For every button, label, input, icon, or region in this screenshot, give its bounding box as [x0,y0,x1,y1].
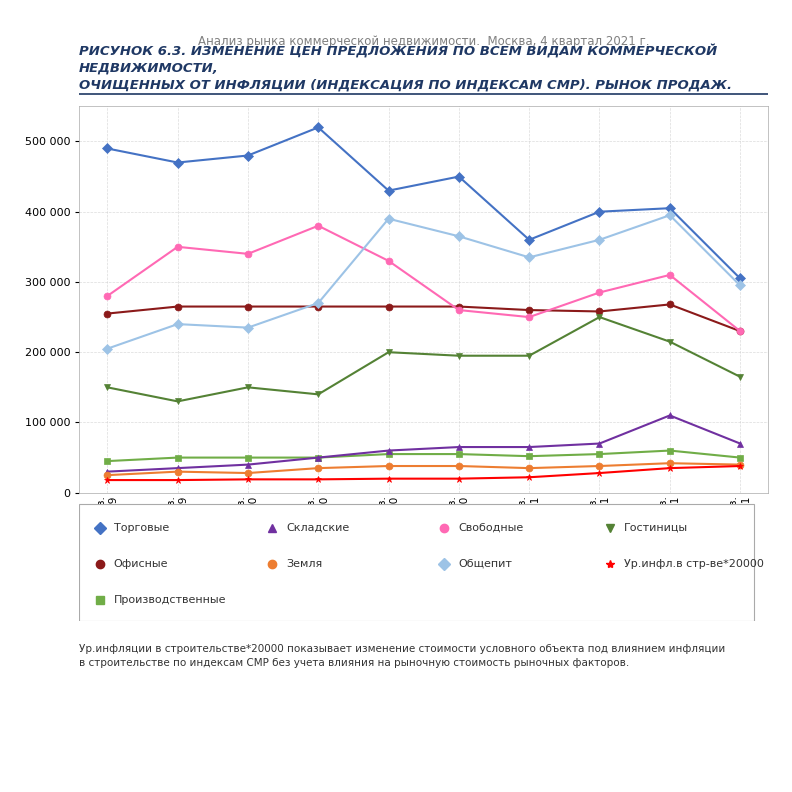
Text: Анализ рынка коммерческой недвижимости.  Москва, 4 квартал 2021 г.: Анализ рынка коммерческой недвижимости. … [198,35,649,48]
Text: Торговые: Торговые [114,523,169,533]
Text: Ур.инфл.в стр-ве*20000: Ур.инфл.в стр-ве*20000 [623,559,763,569]
Text: Офисные: Офисные [114,559,168,569]
Text: Складские: Складские [286,523,349,533]
Text: РИСУНОК 6.3. ИЗМЕНЕНИЕ ЦЕН ПРЕДЛОЖЕНИЯ ПО ВСЕМ ВИДАМ КОММЕРЧЕСКОЙ НЕДВИЖИМОСТИ,
: РИСУНОК 6.3. ИЗМЕНЕНИЕ ЦЕН ПРЕДЛОЖЕНИЯ П… [79,44,732,92]
Text: Ур.инфляции в строительстве*20000 показывает изменение стоимости условного объек: Ур.инфляции в строительстве*20000 показы… [79,644,725,668]
Text: Общепит: Общепит [459,559,512,569]
Text: Земля: Земля [286,559,322,569]
FancyBboxPatch shape [79,504,755,621]
Text: Гостиницы: Гостиницы [623,523,687,533]
Text: Свободные: Свободные [459,523,524,533]
Text: Производственные: Производственные [114,595,227,605]
